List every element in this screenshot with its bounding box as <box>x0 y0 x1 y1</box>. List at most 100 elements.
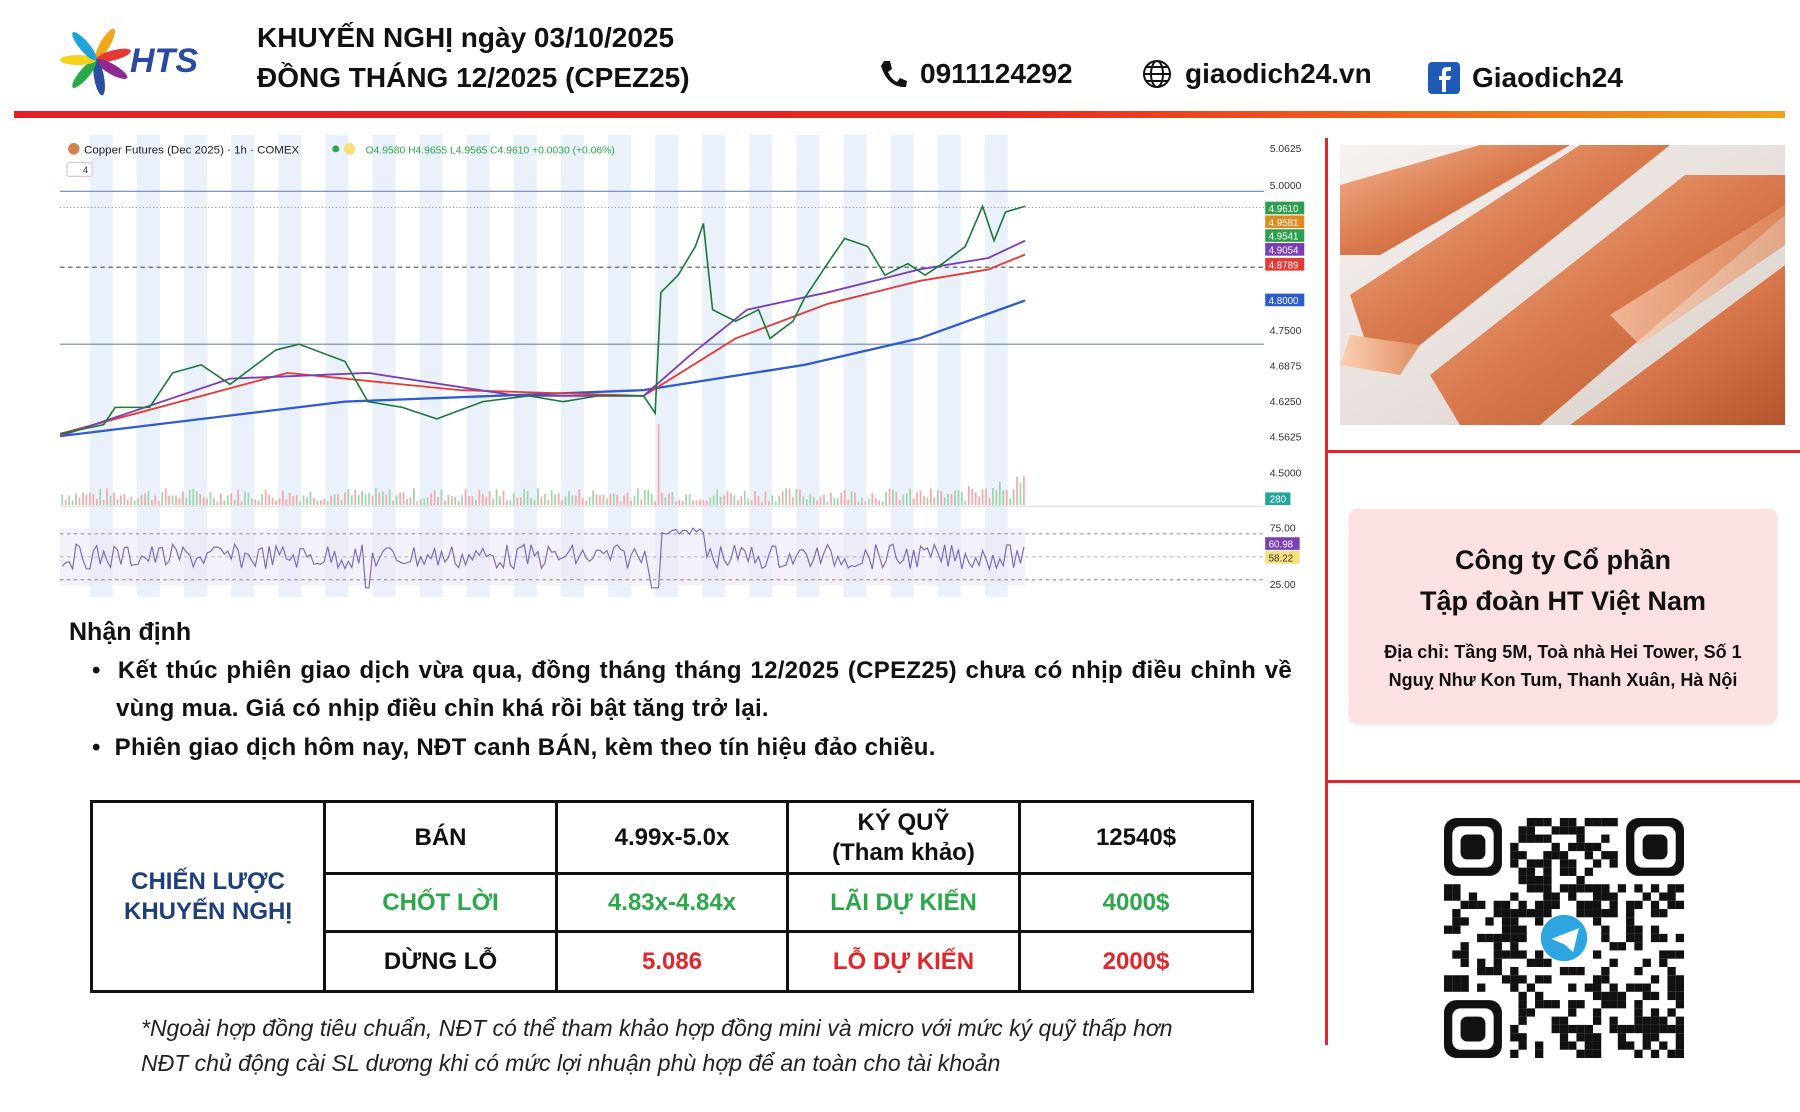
qr-module <box>1609 1016 1618 1025</box>
qr-module <box>1493 909 1502 918</box>
qr-module <box>1535 875 1544 885</box>
price-axis-label: 5.0625 <box>1270 144 1302 155</box>
price-badge <box>1265 201 1305 215</box>
qr-module <box>1601 892 1610 901</box>
qr-module <box>1617 884 1627 893</box>
qr-module <box>1592 859 1602 868</box>
telegram-plane <box>1551 928 1579 953</box>
qr-module <box>1634 1008 1643 1017</box>
qr-module <box>1568 1024 1577 1034</box>
qr-module <box>1485 917 1494 926</box>
qr-module <box>1460 983 1469 992</box>
qr-module <box>1468 900 1478 910</box>
qr-module <box>1650 884 1660 893</box>
qr-module <box>1576 884 1585 893</box>
trading-chart: Copper Futures (Dec 2025) · 1h · COMEX O… <box>60 135 1310 597</box>
qr-module <box>1584 983 1593 992</box>
qr-module <box>1609 851 1618 860</box>
qr-module <box>1518 1016 1527 1025</box>
qr-module <box>1518 1008 1527 1017</box>
qr-module <box>1518 826 1527 835</box>
qr-module <box>1526 867 1536 876</box>
cell: LỖ DỰ KIẾN <box>786 930 1021 993</box>
qr-module <box>1460 942 1469 951</box>
cell: 4000$ <box>1018 872 1254 933</box>
cell: BÁN <box>323 800 558 875</box>
qr-module <box>1551 1024 1560 1034</box>
qr-finder <box>1460 834 1486 860</box>
qr-module <box>1493 966 1502 976</box>
qr-module <box>1675 900 1684 910</box>
qr-module <box>1501 909 1511 918</box>
rsi-line <box>61 527 1025 589</box>
copper-image <box>1340 145 1785 425</box>
qr-module <box>1452 925 1461 934</box>
qr-module <box>1584 900 1593 910</box>
price-badge-label: 4.8000 <box>1269 296 1299 307</box>
qr-module <box>1650 925 1660 934</box>
qr-module <box>1501 975 1511 984</box>
qr-module <box>1650 933 1660 943</box>
price-badge-label: 4.9581 <box>1269 218 1299 229</box>
qr-module <box>1634 1016 1643 1025</box>
row-divider <box>1325 450 1800 453</box>
qr-module <box>1559 1016 1569 1025</box>
qr-module <box>1675 975 1684 984</box>
qr-module <box>1501 900 1511 910</box>
qr-module <box>1675 991 1684 1001</box>
qr-module <box>1535 1041 1544 1050</box>
qr-module <box>1626 983 1635 992</box>
qr-module <box>1477 933 1486 943</box>
qr-module <box>1592 975 1602 984</box>
price-badge <box>1265 293 1305 307</box>
session-band <box>513 135 537 597</box>
qr-module <box>1510 933 1519 943</box>
qr-module <box>1526 958 1536 967</box>
row-header: CHIẾN LƯỢC KHUYẾN NGHỊ <box>90 800 326 993</box>
qr-module <box>1659 1016 1668 1025</box>
qr-module <box>1584 1049 1593 1058</box>
qr-module <box>1543 892 1552 901</box>
qr-module <box>1642 1016 1651 1025</box>
website: giaodich24.vn <box>1185 58 1372 89</box>
qr-module <box>1543 818 1552 827</box>
qr-module <box>1592 892 1602 901</box>
rsi-badge <box>1265 551 1300 564</box>
qr-module <box>1559 818 1569 827</box>
qr-module <box>1609 1000 1618 1009</box>
bullet-text: Phiên giao dịch hôm nay, NĐT canh BÁN, k… <box>114 734 936 761</box>
qr-module <box>1667 900 1676 910</box>
qr-module <box>1667 975 1676 984</box>
session-band <box>655 135 679 597</box>
qr-module <box>1576 900 1585 910</box>
qr-module <box>1485 966 1494 976</box>
qr-module <box>1634 884 1643 893</box>
qr-module <box>1634 1049 1643 1058</box>
qr-module <box>1592 842 1602 852</box>
session-band <box>231 135 255 597</box>
session-band <box>136 135 160 597</box>
qr-module <box>1576 1033 1585 1042</box>
qr-module <box>1535 818 1544 827</box>
price-badge-label: 4.9541 <box>1269 232 1299 243</box>
session-band <box>89 135 113 597</box>
qr-module <box>1535 909 1544 918</box>
title-line2: ĐỒNG THÁNG 12/2025 (CPEZ25) <box>257 62 690 93</box>
qr-module <box>1667 1049 1676 1058</box>
price-axis-label: 4.5625 <box>1270 433 1302 444</box>
phone-contact: 0911124292 <box>878 58 1073 90</box>
qr-module <box>1535 900 1544 910</box>
price-axis-label: 4.5000 <box>1270 468 1302 479</box>
qr-module <box>1659 933 1668 943</box>
qr-module <box>1592 909 1602 918</box>
qr-module <box>1634 933 1643 943</box>
qr-module <box>1526 818 1536 827</box>
qr-module <box>1568 859 1577 868</box>
qr-module <box>1642 1041 1651 1050</box>
qr-module <box>1659 909 1668 918</box>
qr-finder <box>1460 1016 1486 1042</box>
qr-module <box>1634 1024 1643 1034</box>
qr-module <box>1650 909 1660 918</box>
qr-module <box>1452 950 1461 959</box>
qr-module <box>1584 1041 1593 1050</box>
